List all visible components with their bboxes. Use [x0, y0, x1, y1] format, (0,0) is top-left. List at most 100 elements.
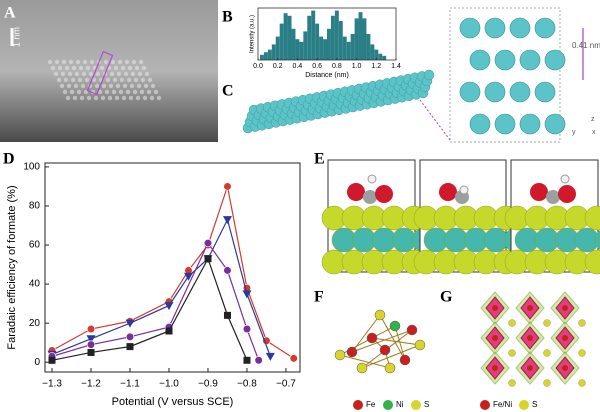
- y-axis-label: Faradaic efficiency of formate (%): [6, 185, 18, 349]
- x-axis-label: Potential (V versus SCE): [112, 396, 234, 408]
- illustration: [374, 309, 386, 321]
- marker: [204, 255, 212, 263]
- illustration: [120, 65, 126, 71]
- illustration: [132, 89, 138, 95]
- illustration: [79, 95, 85, 101]
- illustration: [399, 354, 411, 366]
- legend-label: Ni: [396, 400, 404, 409]
- marker: [222, 216, 232, 225]
- illustration: [543, 319, 551, 327]
- legend-swatch: [480, 400, 490, 410]
- illustration: [50, 65, 56, 71]
- histogram-bar: [327, 28, 331, 60]
- legend-label: S: [532, 400, 537, 409]
- illustration: [594, 229, 600, 251]
- marker: [86, 340, 96, 349]
- illustration: [508, 319, 516, 327]
- illustration: [367, 174, 377, 184]
- histogram-bar: [346, 41, 351, 60]
- axis-letter: z: [591, 116, 595, 123]
- illustration: [53, 71, 59, 77]
- illustration: [149, 95, 155, 101]
- plot-frame: [257, 7, 397, 61]
- histogram-bar: [259, 54, 264, 60]
- illustration: [84, 77, 90, 83]
- illustration: [112, 77, 118, 83]
- illustration: [469, 113, 491, 135]
- illustration: [156, 95, 162, 101]
- illustration: [484, 17, 506, 39]
- histogram-bar: [330, 15, 335, 61]
- x-tick-label: 1.2: [371, 63, 381, 70]
- illustration: [127, 65, 133, 71]
- histogram-bar: [338, 21, 343, 60]
- illustration: [131, 59, 137, 65]
- histogram-bar: [315, 23, 320, 61]
- illustration: [101, 83, 107, 89]
- x-tick-label: −1.0: [159, 379, 179, 390]
- y-tick-label: 40: [29, 279, 41, 290]
- illustration: [494, 49, 516, 71]
- histogram-bar: [271, 44, 276, 60]
- marker: [48, 356, 56, 364]
- illustration: [70, 77, 76, 83]
- illustration: [142, 95, 148, 101]
- histogram-bar: [342, 36, 347, 60]
- illustration: [69, 89, 75, 95]
- illustration: [138, 59, 144, 65]
- illustration: [85, 65, 91, 71]
- x-tick-label: 1.0: [352, 63, 362, 70]
- illustration: [86, 95, 92, 101]
- illustration: [578, 319, 586, 327]
- scale-bar-label: 1 nm: [11, 27, 21, 47]
- y-axis-label: Intensity (a.u.): [250, 15, 256, 53]
- histogram-bar: [263, 52, 268, 60]
- illustration: [334, 349, 346, 361]
- illustration: [366, 332, 378, 344]
- histogram-bar: [334, 10, 339, 61]
- legend-label: S: [424, 400, 429, 409]
- illustration: [534, 17, 556, 39]
- histogram-bar: [267, 49, 272, 60]
- marker: [289, 354, 298, 363]
- illustration: [519, 49, 541, 71]
- illustration: [389, 320, 401, 332]
- marker: [265, 352, 275, 361]
- illustration: [99, 65, 105, 71]
- illustration: [534, 81, 556, 103]
- illustration: [484, 81, 506, 103]
- illustration: [139, 89, 145, 95]
- histogram-bar: [295, 39, 300, 60]
- illustration: [109, 71, 115, 77]
- histogram-bar: [358, 12, 363, 60]
- illustration: [64, 65, 70, 71]
- illustration: [150, 83, 156, 89]
- illustration: [339, 354, 391, 369]
- histogram-bar: [374, 49, 379, 60]
- illustration: [134, 65, 140, 71]
- illustration: [115, 83, 121, 89]
- illustration: [543, 379, 551, 387]
- x-tick-label: 1.4: [391, 63, 401, 70]
- marker: [165, 327, 173, 335]
- illustration: [122, 83, 128, 89]
- illustration: [449, 7, 561, 143]
- histogram-bar: [382, 55, 387, 60]
- illustration: [346, 346, 358, 358]
- illustration: [60, 71, 66, 77]
- panel-label: G: [440, 289, 453, 306]
- illustration: [459, 81, 481, 103]
- illustration: [135, 95, 141, 101]
- illustration: [459, 185, 469, 195]
- illustration: [419, 99, 451, 141]
- panel-label: D: [3, 151, 15, 168]
- illustration: [114, 95, 120, 101]
- illustration: [110, 59, 116, 65]
- series-line: [51, 241, 260, 361]
- x-tick-label: 0.0: [253, 63, 263, 70]
- illustration: [584, 249, 600, 275]
- illustration: [65, 95, 71, 101]
- marker: [86, 324, 96, 334]
- illustration: [143, 83, 149, 89]
- illustration: [558, 185, 576, 203]
